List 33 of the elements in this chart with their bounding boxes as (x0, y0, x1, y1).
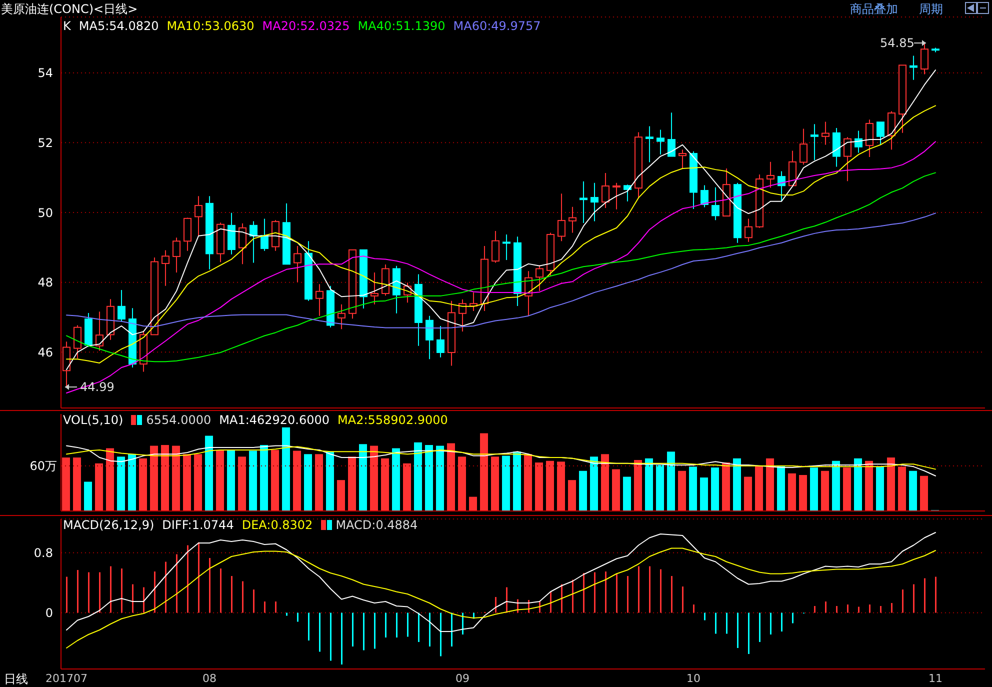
ref-line-label: 60万 (30, 458, 57, 473)
text: 日线 (4, 671, 28, 687)
annotation: 44.99 (80, 380, 114, 394)
annotation: 54.85 (880, 36, 914, 50)
series-label: DEA:0.8302 (242, 518, 313, 532)
legend-label: 6554.0000 (145, 413, 212, 427)
text: 商品叠加 (850, 1, 898, 18)
series-label: MA1:462920.6000 (219, 413, 330, 427)
chart-title: 美原油连(CONC)<日线> (1, 1, 138, 18)
text: MA60:49.9757 (453, 19, 541, 33)
legend-label: MACD:0.4884 (334, 518, 418, 532)
text: 周期 (919, 1, 943, 18)
y-tick-label: 0.8 (34, 546, 53, 560)
series-label: MA2:558902.9000 (338, 413, 448, 427)
y-tick-label: 52 (38, 136, 53, 150)
x-tick-label: 09 (456, 672, 470, 685)
x-tick-label: 11 (928, 672, 942, 685)
y-tick-label: 46 (38, 345, 53, 360)
y-tick-label: 48 (38, 276, 53, 290)
text: MA5:54.0820 (78, 19, 159, 33)
y-tick-label: 54 (38, 66, 53, 80)
y-tick-label: 0 (45, 606, 53, 620)
legend-title: VOL(5,10) (63, 413, 124, 427)
series-label: DIFF:1.0744 (162, 518, 234, 532)
text: MA20:52.0325 (262, 19, 350, 33)
x-tick-label: 10 (686, 672, 700, 685)
y-tick-label: 50 (38, 206, 53, 220)
x-tick-label: 201707 (46, 672, 88, 685)
x-tick-label: 08 (202, 672, 216, 685)
text: MA40:51.1390 (358, 19, 446, 33)
text: MA10:53.0630 (166, 19, 254, 33)
legend-title: K (63, 19, 71, 33)
legend-title: MACD(26,12,9) (63, 518, 154, 532)
